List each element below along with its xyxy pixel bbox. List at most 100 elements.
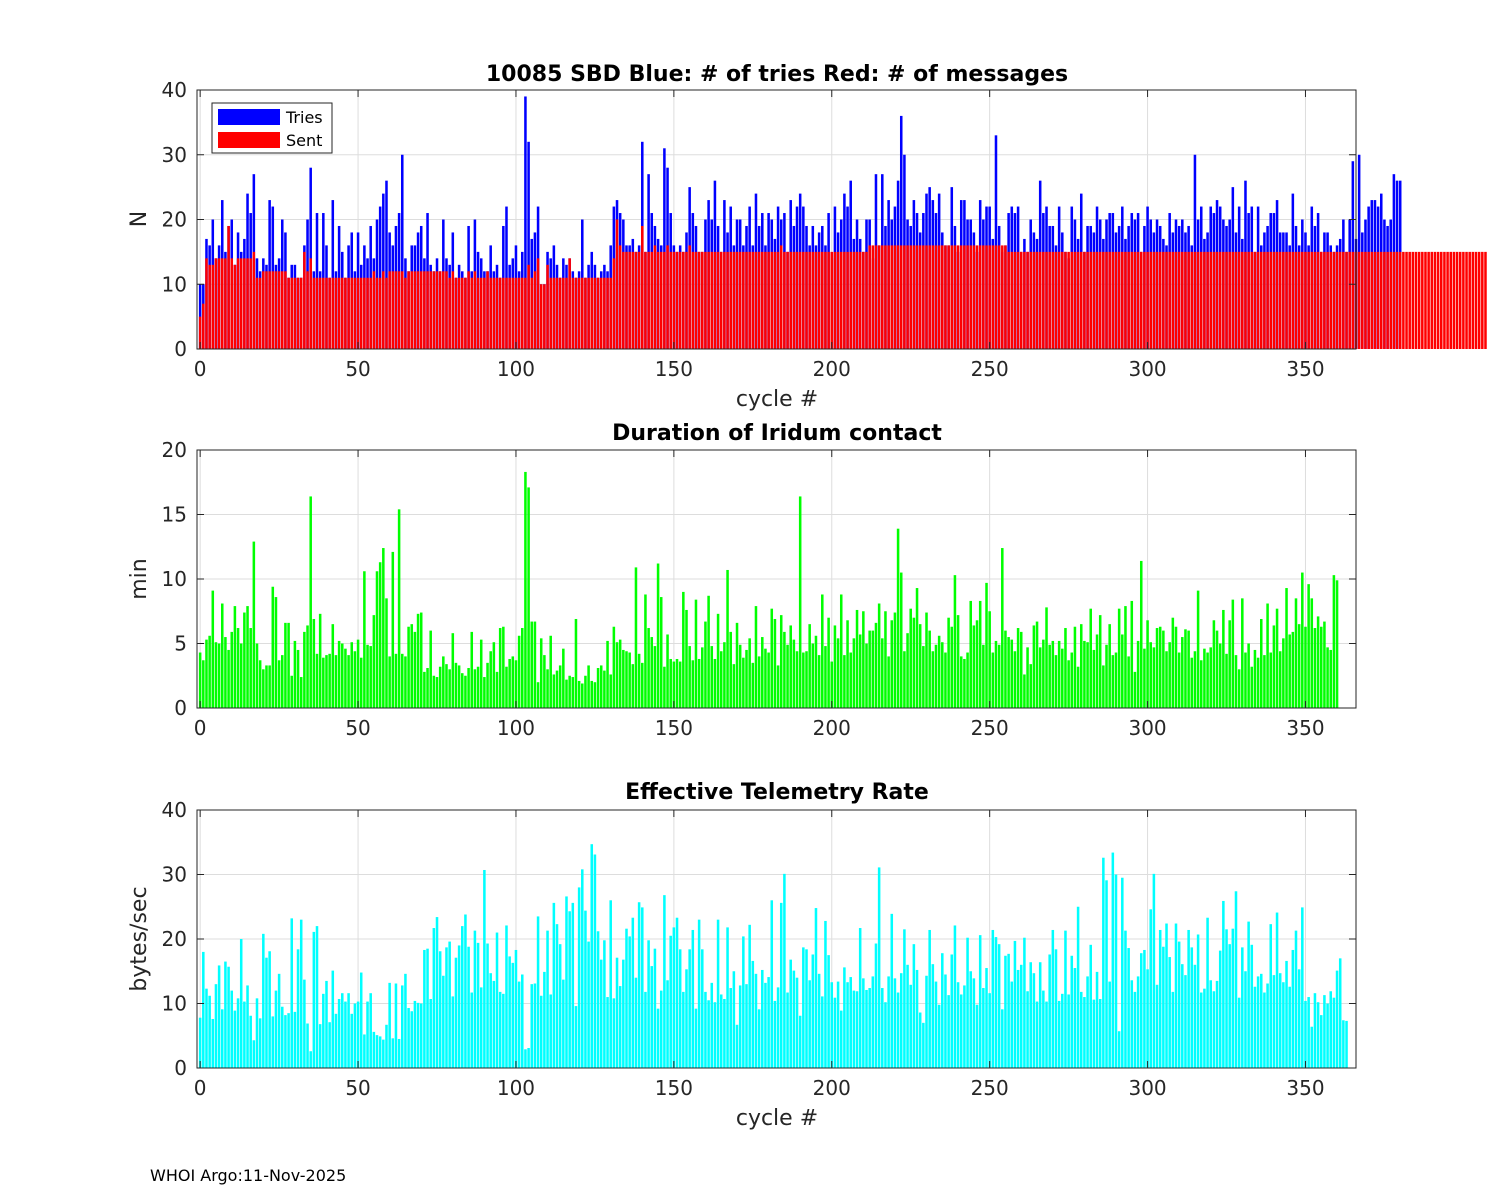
sent-bar (757, 251, 761, 350)
rate-bar (969, 971, 972, 1068)
sent-bar (836, 251, 840, 350)
sent-bar (517, 277, 521, 349)
rate-bar (1272, 975, 1276, 1068)
sent-bar (896, 245, 900, 349)
rate-bar (928, 929, 931, 1068)
duration-bar (464, 675, 467, 708)
sent-bar (625, 251, 628, 350)
rate-bar (1136, 976, 1140, 1068)
rate-bar (1285, 960, 1288, 1068)
duration-bar (792, 639, 796, 708)
y-tick-label: 30 (162, 143, 187, 167)
rate-bar (975, 1004, 979, 1068)
sent-bar (1386, 251, 1389, 350)
sent-bar (505, 277, 508, 349)
rate-bar (1329, 991, 1332, 1068)
rate-bar (217, 965, 221, 1068)
sent-bar (966, 245, 969, 349)
rate-bar (277, 973, 281, 1068)
duration-bar (937, 635, 941, 708)
sent-bar (821, 251, 824, 350)
duration-bar (663, 666, 666, 708)
y-tick-label: 40 (162, 798, 187, 822)
duration-bar (761, 637, 764, 708)
sent-bar (1007, 251, 1010, 350)
sent-bar (644, 251, 647, 350)
sent-bar (1392, 251, 1396, 350)
rate-bar (836, 981, 840, 1068)
sent-bar (1079, 251, 1083, 350)
rate-bar (953, 925, 957, 1068)
sent-bar (707, 251, 710, 350)
duration-bar (1313, 628, 1317, 708)
rate-bar (255, 998, 259, 1068)
duration-bar (915, 588, 919, 708)
duration-bar (492, 642, 496, 708)
rate-bar (1291, 949, 1295, 1068)
sent-bar (1436, 251, 1440, 350)
sent-bar (1244, 251, 1247, 350)
rate-bar (306, 1023, 309, 1068)
rate-bar (359, 972, 363, 1068)
y-tick-label: 40 (162, 78, 187, 102)
duration-bar (363, 571, 366, 708)
duration-bar (678, 661, 682, 708)
rate-bar (378, 1036, 382, 1068)
rate-bar (1162, 946, 1165, 1068)
duration-bar (448, 669, 451, 708)
rate-bar (1196, 934, 1200, 1068)
sent-bar (628, 251, 631, 350)
x-tick-label: 0 (194, 357, 207, 381)
sent-bar (773, 251, 777, 350)
duration-bar (1304, 626, 1307, 708)
rate-bar (1023, 937, 1026, 1068)
duration-bar (341, 643, 344, 708)
sent-bar (716, 251, 720, 350)
rate-bar (467, 946, 470, 1068)
rate-bar (470, 992, 474, 1068)
y-tick-label: 20 (162, 208, 187, 232)
tries-bar (527, 141, 530, 349)
sent-bar (565, 277, 568, 349)
duration-bar (284, 622, 287, 708)
rate-bar (581, 869, 584, 1068)
sent-bar (1174, 251, 1178, 350)
rate-bar (1310, 1026, 1314, 1068)
sent-bar (407, 271, 410, 349)
sent-bar (366, 277, 369, 349)
sent-bar (1133, 251, 1137, 350)
sent-bar (1038, 251, 1042, 350)
duration-bar (584, 675, 587, 708)
sent-bar (205, 258, 208, 349)
rate-bar (208, 995, 211, 1068)
duration-bar (1241, 598, 1244, 708)
rate-bar (912, 944, 916, 1068)
sent-bar (931, 245, 935, 349)
sent-bar (1121, 251, 1124, 350)
duration-bar (767, 652, 770, 708)
rate-bar (404, 973, 407, 1068)
x-tick-label: 50 (345, 716, 370, 740)
duration-bar (1098, 615, 1102, 708)
duration-bar (978, 600, 982, 708)
duration-bar (521, 628, 524, 708)
duration-bar (565, 679, 568, 708)
rate-bar (230, 990, 234, 1068)
rate-bar (527, 1048, 530, 1068)
duration-bar (378, 562, 382, 708)
duration-bar (486, 662, 489, 708)
rate-bar (1313, 993, 1317, 1068)
rate-bar (1083, 997, 1086, 1068)
duration-bar (1029, 664, 1032, 708)
rate-bar (476, 942, 480, 1068)
duration-bar (366, 644, 369, 708)
duration-bar (353, 651, 357, 708)
sent-bar (1253, 251, 1257, 350)
duration-bar (742, 657, 745, 708)
sent-bar (779, 245, 783, 349)
rate-bar (770, 900, 774, 1068)
duration-bar (877, 603, 881, 708)
sent-bar (1004, 245, 1007, 349)
duration-bar (609, 674, 612, 708)
